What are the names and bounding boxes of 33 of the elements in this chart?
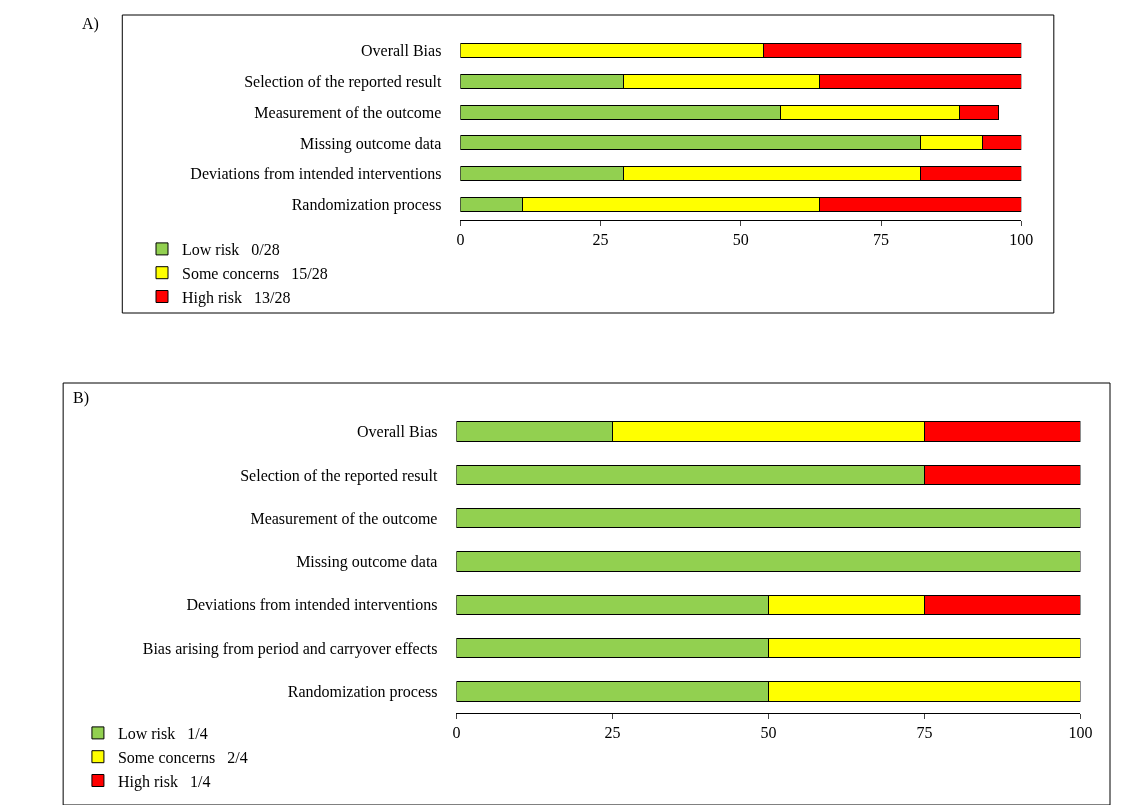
legend-label: Low risk 1/4 [117,725,208,743]
bar [456,551,1081,572]
y-tick-label: Deviations from intended interventions [190,165,442,183]
y-tick-label: Selection of the reported result [240,466,439,485]
y-tick-label: Missing outcome data [296,553,438,572]
text: B) [73,389,89,407]
x-tick-label: 0 [452,724,461,742]
x-tick-label: 50 [732,231,749,249]
y-tick-label: Bias arising from period and carryover effects [142,639,438,658]
x-tick-label: 75 [916,724,933,742]
legend-label: Some concerns 2/4 [117,748,248,766]
y-tick-label: Randomization process [287,682,438,701]
y-tick-label: Measurement of the outcome [250,509,438,527]
x-tick-label: 0 [456,231,465,249]
legend-label: Low risk 0/28 [182,241,280,259]
y-tick-label: Deviations from intended interventions [186,596,438,614]
y-tick-label: Overall Bias [357,423,438,441]
text: A) [82,15,99,33]
legend-label: High risk 13/28 [182,288,291,307]
x-tick-label: 25 [604,724,621,742]
x-tick-label: 50 [760,724,777,742]
y-tick-label: Measurement of the outcome [254,103,442,121]
y-tick-label: Randomization process [291,196,442,215]
x-tick-label: 100 [1009,231,1034,249]
bar [456,507,1081,529]
y-tick-label: Missing outcome data [300,134,442,153]
x-tick-label: 100 [1068,724,1093,742]
y-tick-label: Selection of the reported result [244,72,442,91]
x-tick-label: 25 [592,231,609,249]
legend-label: Some concerns 15/28 [182,264,328,282]
y-tick-label: Overall Bias [360,42,442,60]
x-tick-label: 75 [873,231,890,249]
legend-label: High risk 1/4 [117,772,211,791]
